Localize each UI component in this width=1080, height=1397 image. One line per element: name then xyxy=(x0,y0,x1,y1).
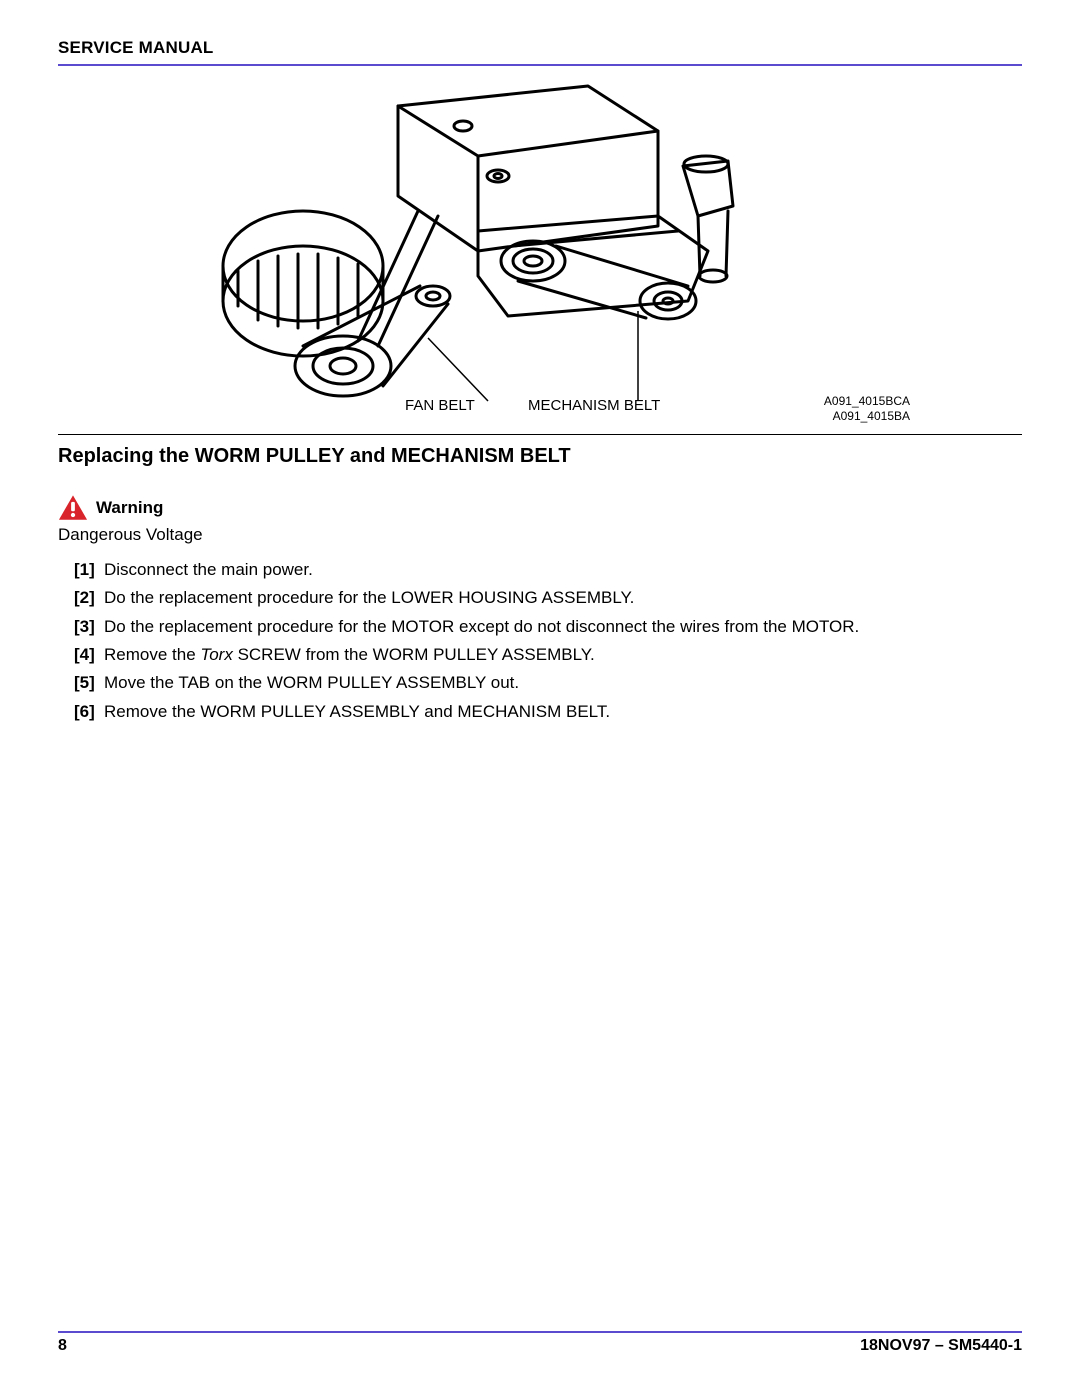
warning-icon xyxy=(58,494,88,521)
mechanism-belt-label: MECHANISM BELT xyxy=(528,397,660,414)
warning-row: Warning xyxy=(58,494,1022,521)
ref-code: A091_4015BCA xyxy=(824,394,910,409)
header-title: SERVICE MANUAL xyxy=(58,38,1022,58)
document-id: 18NOV97 – SM5440-1 xyxy=(860,1337,1022,1355)
section-rule xyxy=(58,434,1022,435)
step-number: [3] xyxy=(74,614,104,640)
mechanism-diagram xyxy=(188,76,798,426)
warning-label: Warning xyxy=(96,498,163,518)
step-text: Move the TAB on the WORM PULLEY ASSEMBLY… xyxy=(104,670,519,696)
fan-belt-label: FAN BELT xyxy=(405,397,475,414)
step-text: Do the replacement procedure for the MOT… xyxy=(104,614,859,640)
steps-list: [1] Disconnect the main power. [2] Do th… xyxy=(74,557,1022,725)
ref-code: A091_4015BA xyxy=(824,409,910,424)
step-item: [6] Remove the WORM PULLEY ASSEMBLY and … xyxy=(74,699,1022,725)
figure-reference-codes: A091_4015BCA A091_4015BA xyxy=(824,394,910,424)
step-number: [4] xyxy=(74,642,104,668)
step-number: [2] xyxy=(74,585,104,611)
step-item: [5] Move the TAB on the WORM PULLEY ASSE… xyxy=(74,670,1022,696)
section-heading: Replacing the WORM PULLEY and MECHANISM … xyxy=(58,445,1022,468)
step-item: [2] Do the replacement procedure for the… xyxy=(74,585,1022,611)
header-rule xyxy=(58,64,1022,66)
step-text: Remove the Torx SCREW from the WORM PULL… xyxy=(104,642,595,668)
step-item: [4] Remove the Torx SCREW from the WORM … xyxy=(74,642,1022,668)
step-item: [3] Do the replacement procedure for the… xyxy=(74,614,1022,640)
page-footer: 8 18NOV97 – SM5440-1 xyxy=(58,1331,1022,1355)
step-number: [5] xyxy=(74,670,104,696)
step-text: Remove the WORM PULLEY ASSEMBLY and MECH… xyxy=(104,699,610,725)
page-number: 8 xyxy=(58,1337,67,1355)
figure-area: FAN BELT MECHANISM BELT A091_4015BCA A09… xyxy=(58,82,1022,432)
step-number: [6] xyxy=(74,699,104,725)
step-text: Do the replacement procedure for the LOW… xyxy=(104,585,634,611)
step-text: Disconnect the main power. xyxy=(104,557,313,583)
footer-rule xyxy=(58,1331,1022,1333)
step-number: [1] xyxy=(74,557,104,583)
warning-subtext: Dangerous Voltage xyxy=(58,525,1022,545)
step-item: [1] Disconnect the main power. xyxy=(74,557,1022,583)
